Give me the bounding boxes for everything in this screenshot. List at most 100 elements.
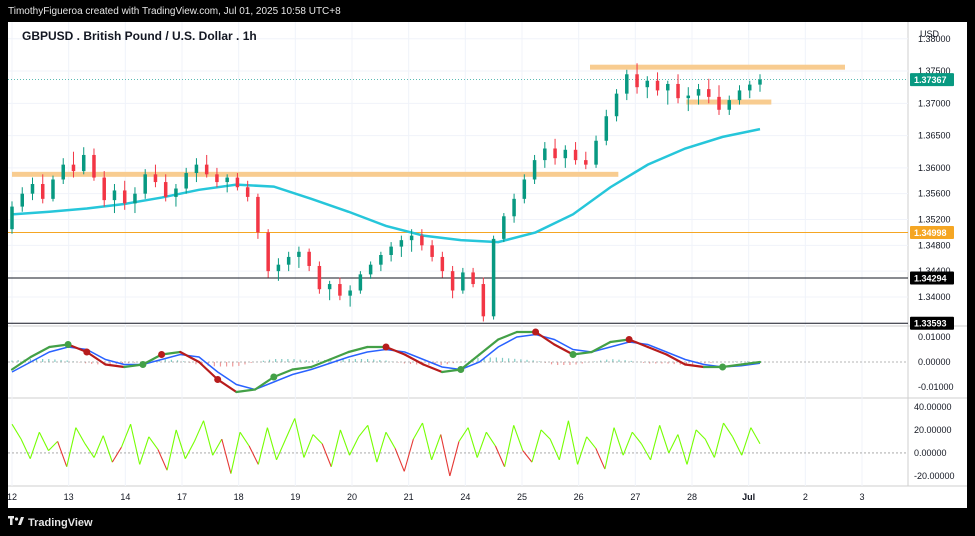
candle-body bbox=[748, 84, 752, 91]
candle-body bbox=[235, 177, 240, 188]
price-tick-label: 1.35600 bbox=[918, 189, 951, 199]
candle-body bbox=[307, 251, 311, 266]
oscillator-segment bbox=[166, 429, 177, 471]
candle-body bbox=[645, 80, 650, 88]
candle-body bbox=[604, 116, 609, 141]
macd-line-segment bbox=[740, 360, 762, 366]
oscillator-segment bbox=[421, 422, 433, 460]
candle-body bbox=[348, 290, 352, 296]
price-tick-label: 1.34400 bbox=[918, 266, 951, 276]
indicator2-tick-label: -20.00000 bbox=[914, 471, 955, 481]
oscillator-segment bbox=[695, 429, 706, 440]
oscillator-segment bbox=[184, 441, 195, 459]
candle-body bbox=[297, 251, 301, 257]
time-tick-label: 18 bbox=[234, 492, 244, 502]
indicator1-tick-label: 0.00000 bbox=[918, 357, 951, 367]
candle-body bbox=[112, 190, 117, 201]
candle-body bbox=[758, 79, 762, 85]
time-tick-label: 12 bbox=[7, 492, 17, 502]
crossover-dot bbox=[270, 373, 278, 381]
time-tick-label: 3 bbox=[859, 492, 864, 502]
plot-background bbox=[8, 22, 908, 486]
oscillator-segment bbox=[558, 420, 569, 460]
indicator2-tick-label: 20.00000 bbox=[914, 425, 952, 435]
price-tick-label: 1.34000 bbox=[918, 292, 951, 302]
oscillator-segment bbox=[613, 427, 624, 456]
time-tick-label: 20 bbox=[347, 492, 357, 502]
candle-body bbox=[184, 173, 188, 189]
time-tick-label: 24 bbox=[460, 492, 470, 502]
price-label-text: 1.34998 bbox=[914, 228, 947, 238]
oscillator-segment bbox=[11, 423, 22, 440]
oscillator-segment bbox=[376, 432, 387, 463]
time-tick-label: 27 bbox=[630, 492, 640, 502]
indicator2-tick-label: 40.00000 bbox=[914, 402, 952, 412]
time-tick-label: 19 bbox=[290, 492, 300, 502]
candle-body bbox=[430, 245, 434, 257]
oscillator-segment bbox=[193, 420, 205, 442]
oscillator-segment bbox=[29, 432, 40, 459]
macd-line-segment bbox=[347, 345, 369, 354]
candle-body bbox=[327, 284, 332, 290]
macd-line-segment bbox=[684, 363, 706, 369]
candle-body bbox=[338, 284, 342, 296]
oscillator-segment bbox=[403, 438, 414, 472]
crossover-dot bbox=[83, 348, 91, 356]
candle-body bbox=[614, 93, 619, 117]
candle-body bbox=[635, 74, 639, 88]
candle-body bbox=[512, 198, 516, 217]
macd-line-segment bbox=[104, 363, 126, 369]
candle-body bbox=[30, 184, 35, 194]
price-label-box bbox=[910, 271, 954, 285]
oscillator-segment bbox=[385, 431, 396, 449]
crossover-dot bbox=[214, 376, 222, 383]
oscillator-segment bbox=[57, 441, 68, 467]
price-label-box bbox=[910, 226, 954, 240]
time-tick-label: 25 bbox=[517, 492, 527, 502]
price-tick-label: 1.36000 bbox=[918, 163, 951, 173]
crossover-dot bbox=[382, 343, 390, 351]
macd-line-segment bbox=[590, 340, 612, 354]
oscillator-segment bbox=[458, 427, 469, 442]
oscillator-segment bbox=[567, 420, 579, 465]
oscillator-segment bbox=[367, 425, 378, 463]
candle-body bbox=[666, 83, 670, 91]
candle-body bbox=[102, 177, 106, 201]
price-label-text: 1.34294 bbox=[914, 273, 947, 283]
candle-body bbox=[92, 154, 96, 178]
crossover-dot bbox=[139, 361, 147, 368]
price-tick-label: 1.35200 bbox=[918, 215, 951, 225]
oscillator-segment bbox=[48, 441, 59, 452]
macd-line-segment bbox=[10, 355, 32, 371]
candle-body bbox=[10, 206, 14, 230]
oscillator-segment bbox=[339, 429, 351, 456]
candle-body bbox=[317, 265, 322, 290]
oscillator-segment bbox=[38, 431, 49, 451]
candle-body bbox=[420, 235, 424, 246]
macd-line-segment bbox=[197, 360, 219, 381]
price-label-text: 1.37367 bbox=[914, 75, 947, 85]
oscillator-segment bbox=[157, 449, 168, 471]
price-label-box bbox=[910, 73, 954, 87]
oscillator-segment bbox=[66, 427, 77, 467]
candle-body bbox=[543, 148, 547, 161]
candle-body bbox=[51, 179, 55, 199]
macd-line-segment bbox=[478, 338, 500, 356]
candle-body bbox=[573, 149, 578, 161]
macd-line-segment bbox=[403, 353, 425, 366]
oscillator-segment bbox=[504, 425, 515, 467]
oscillator-segment bbox=[713, 422, 725, 458]
oscillator-segment bbox=[485, 431, 496, 447]
macd-line-segment bbox=[141, 353, 163, 366]
oscillator-segment bbox=[513, 425, 524, 451]
tradingview-brand[interactable]: TradingView bbox=[8, 516, 93, 529]
indicator1-tick-label: 0.01000 bbox=[918, 332, 951, 342]
oscillator-segment bbox=[531, 429, 542, 463]
oscillator-segment bbox=[303, 434, 314, 458]
candle-body bbox=[194, 164, 199, 174]
oscillator-segment bbox=[412, 422, 423, 440]
candle-body bbox=[225, 177, 229, 183]
oscillator-segment bbox=[221, 438, 232, 474]
oscillator-segment bbox=[139, 436, 150, 465]
